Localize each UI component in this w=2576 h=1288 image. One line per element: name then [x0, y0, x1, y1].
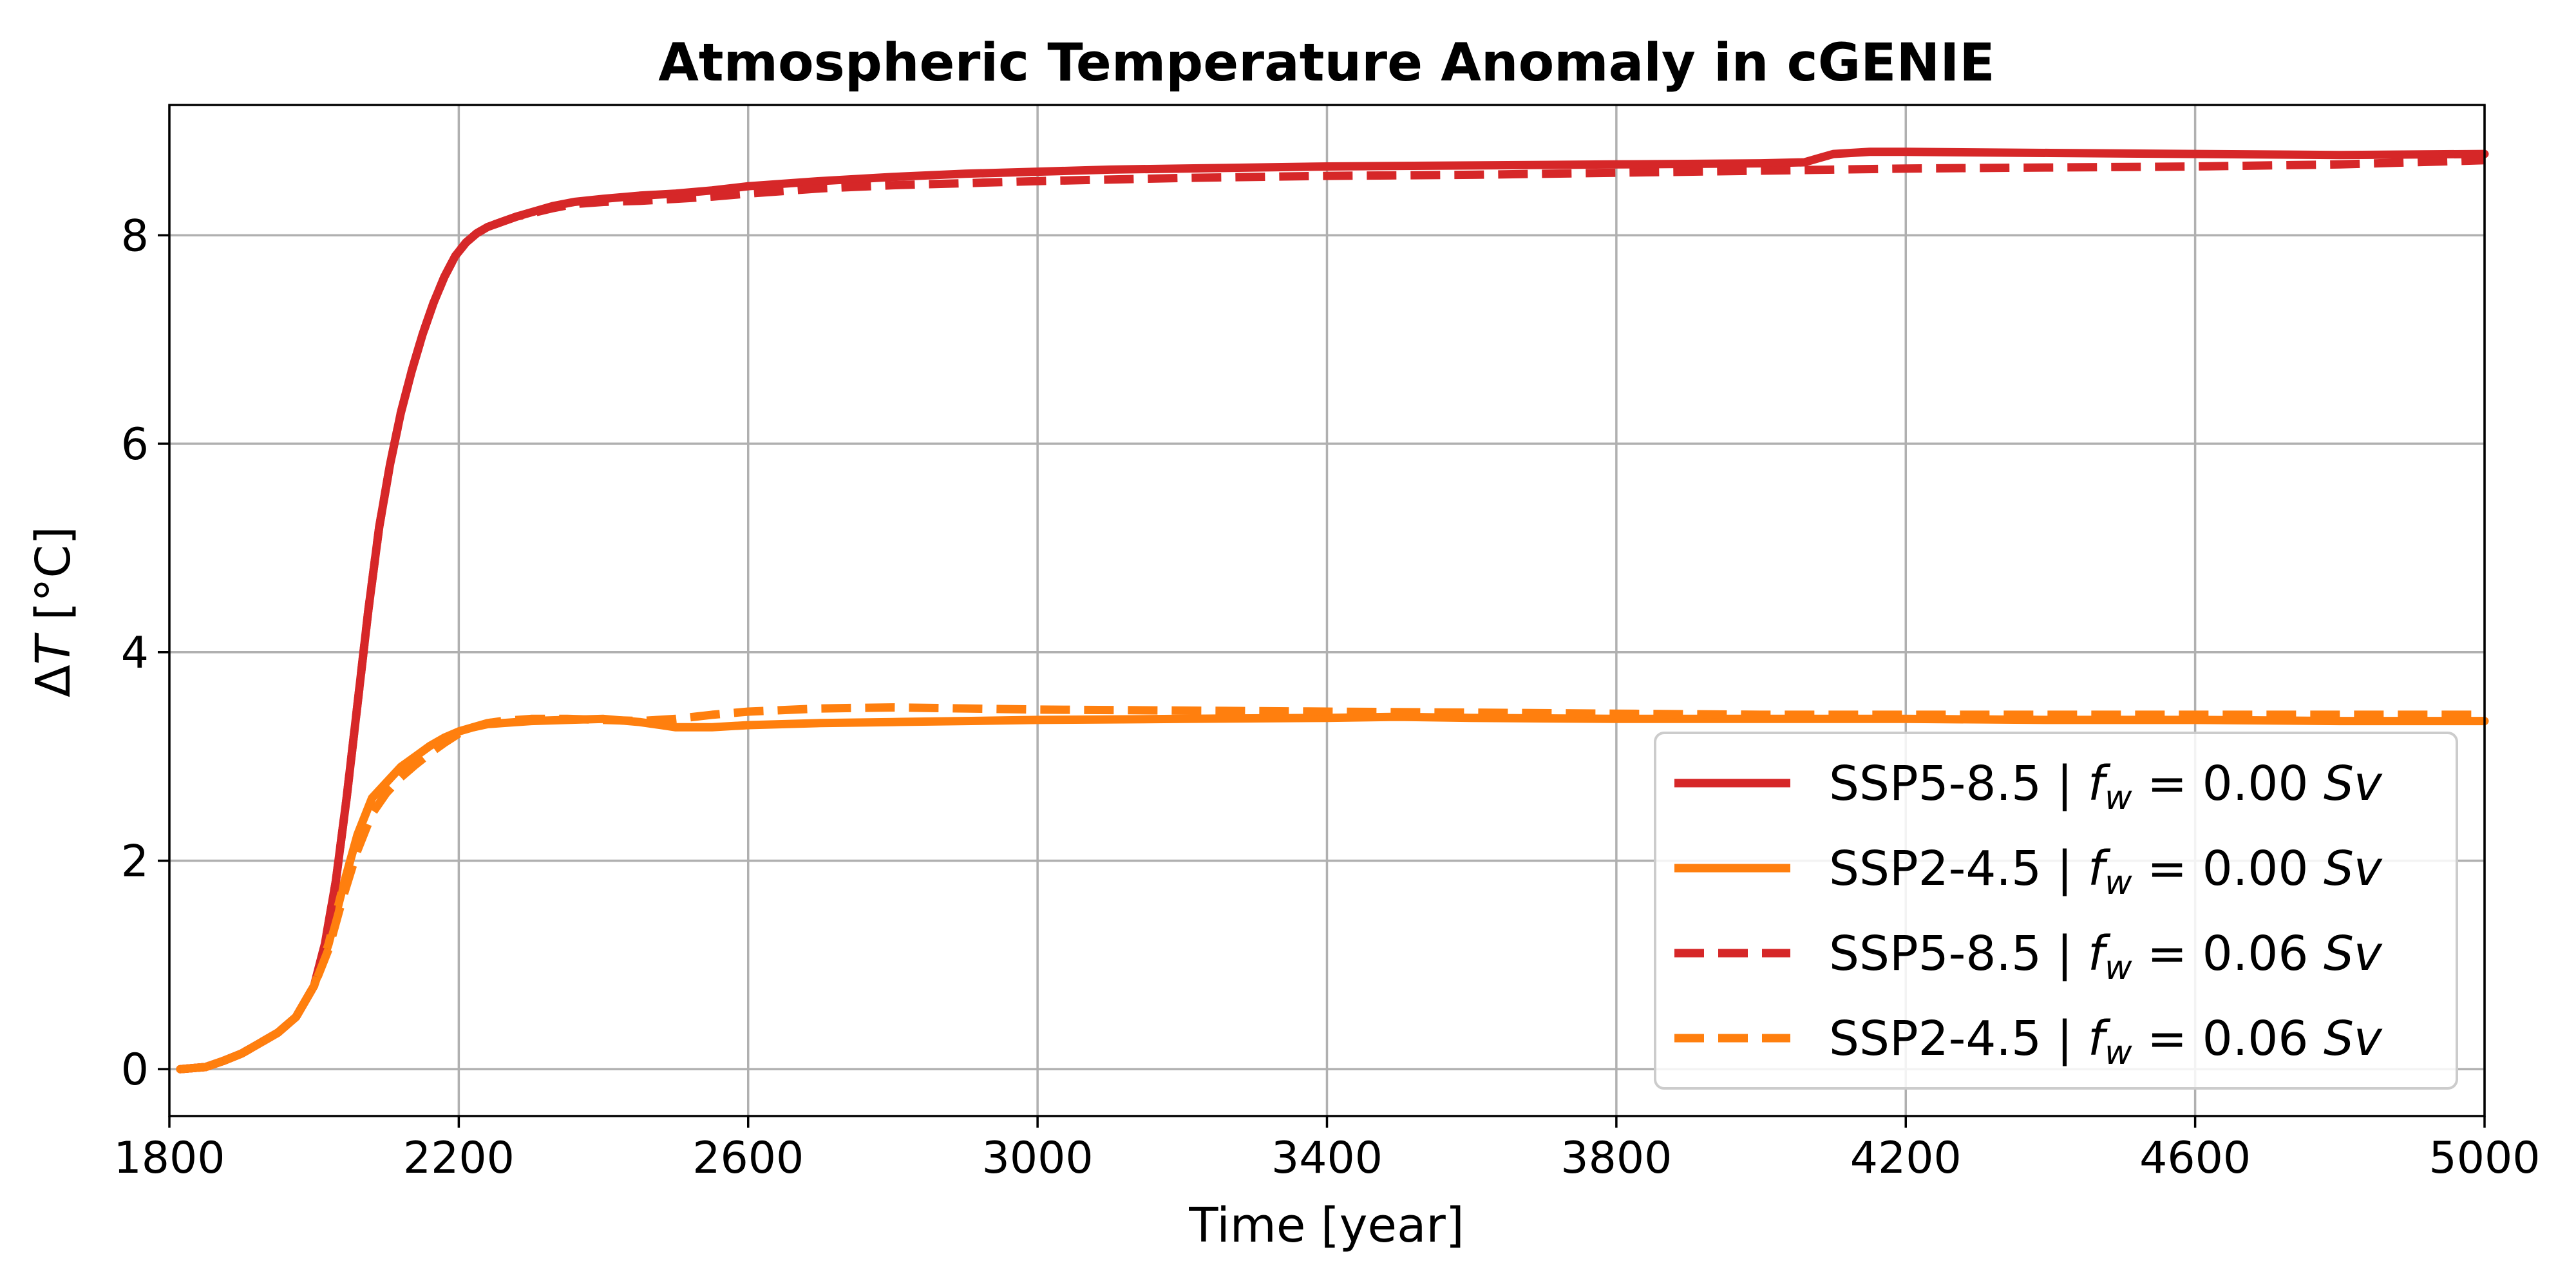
legend-entry: SSP5-8.5 | fw = 0.06 Sv — [1829, 926, 2383, 987]
x-tick-label: 2600 — [692, 1133, 804, 1184]
legend-unit: Sv — [2324, 841, 2383, 896]
y-tick-label: 6 — [121, 419, 149, 470]
series-line-4 — [180, 703, 2485, 1074]
series-line-1 — [176, 147, 2489, 1074]
y-tick-label: 2 — [121, 836, 149, 887]
y-tick-label: 8 — [121, 211, 149, 261]
ticks: 1800 2200 2600 3000 3400 3800 4200 4600 5000 0 2 4 6… — [113, 211, 2540, 1184]
series-line-2 — [176, 712, 2489, 1074]
x-tick-label: 4600 — [2139, 1133, 2251, 1184]
legend-unit: Sv — [2324, 1011, 2383, 1066]
legend-unit: Sv — [2324, 926, 2383, 981]
y-axis-label-part: [°C] — [26, 526, 81, 636]
x-tick-label: 1800 — [113, 1133, 225, 1184]
legend-value: = 0.00 — [2132, 756, 2324, 811]
x-tick-label: 3400 — [1271, 1133, 1383, 1184]
legend-subscript: w — [2105, 779, 2132, 817]
legend-scenario: SSP5-8.5 | — [1829, 926, 2088, 981]
legend-value: = 0.06 — [2132, 1011, 2324, 1066]
series-line-3 — [180, 156, 2485, 1074]
legend-subscript: w — [2105, 949, 2132, 987]
y-tick-label: 4 — [121, 628, 149, 679]
x-tick-label: 5000 — [2429, 1133, 2540, 1184]
legend-value: = 0.00 — [2132, 841, 2324, 896]
x-tick-label: 3800 — [1560, 1133, 1672, 1184]
y-axis-label: ΔT [°C] — [26, 526, 81, 697]
legend-entry: SSP2-4.5 | fw = 0.00 Sv — [1829, 841, 2383, 902]
legend: SSP5-8.5 | fw = 0.00 Sv SSP2-4.5 | fw = 0… — [1654, 732, 2458, 1090]
legend-scenario: SSP2-4.5 | — [1829, 1011, 2088, 1066]
legend-scenario: SSP2-4.5 | — [1829, 841, 2088, 896]
series-layer — [176, 147, 2489, 1074]
y-axis-label-part: T — [26, 632, 81, 665]
legend-box — [1654, 732, 2458, 1090]
y-axis-label-part: Δ — [26, 665, 81, 697]
x-tick-label: 2200 — [403, 1133, 515, 1184]
x-tick-label: 3000 — [982, 1133, 1094, 1184]
chart-title: Atmospheric Temperature Anomaly in cGENI… — [658, 33, 1995, 93]
legend-scenario: SSP5-8.5 | — [1829, 756, 2088, 811]
legend-subscript: w — [2105, 1034, 2132, 1072]
legend-subscript: w — [2105, 864, 2132, 902]
x-axis-label: Time [year] — [1188, 1198, 1464, 1253]
legend-unit: Sv — [2324, 756, 2383, 811]
y-tick-label: 0 — [121, 1045, 149, 1095]
legend-entry: SSP5-8.5 | fw = 0.00 Sv — [1829, 756, 2383, 817]
legend-value: = 0.06 — [2132, 926, 2324, 981]
x-tick-label: 4200 — [1850, 1133, 1962, 1184]
